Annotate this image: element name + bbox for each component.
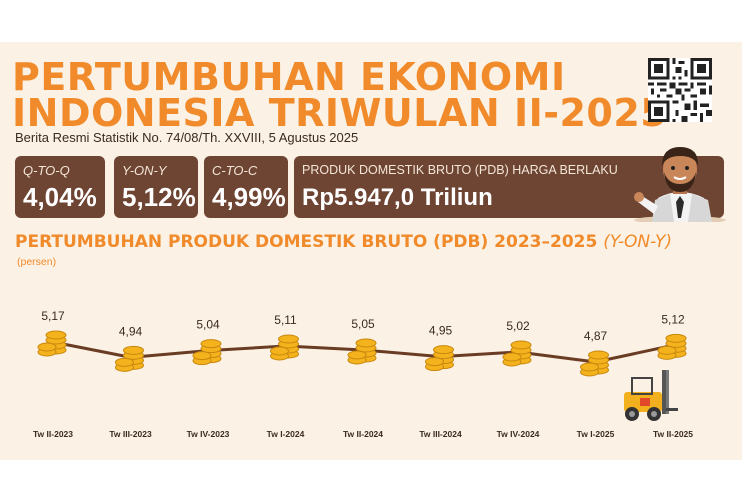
coin-stack-icon — [192, 339, 222, 366]
coin-stack-icon — [502, 340, 532, 367]
infographic-background — [0, 42, 742, 460]
x-tick-label: Tw III-2023 — [109, 429, 152, 439]
y-axis-unit: (persen) — [17, 256, 57, 268]
page-title-line1: PERTUMBUHAN EKONOMI — [12, 55, 566, 99]
ctoc-indicator: C-TO-C 4,99% — [204, 156, 288, 218]
businessman-icon — [634, 147, 726, 222]
data-label: 5,11 — [274, 313, 297, 327]
chart-title-suffix: (Y-ON-Y) — [603, 232, 673, 252]
qtoq-indicator: Q-TO-Q 4,04% — [15, 156, 105, 218]
forklift-icon — [624, 370, 678, 421]
data-label: 5,17 — [41, 309, 65, 323]
x-tick-label: Tw II-2023 — [33, 429, 73, 439]
x-tick-label: Tw I-2025 — [577, 429, 615, 439]
coin-stack-icon — [270, 334, 299, 361]
coin-stack-icon — [115, 345, 144, 372]
qtoq-value: 4,04% — [23, 182, 97, 212]
coin-stack-icon — [347, 338, 377, 365]
yoy-indicator: Y-ON-Y 5,12% — [114, 156, 198, 218]
data-label: 5,05 — [351, 317, 375, 331]
pdb-value: Rp5.947,0 Triliun — [302, 184, 493, 211]
chart-title-text: PERTUMBUHAN PRODUK DOMESTIK BRUTO (PDB) … — [15, 232, 598, 252]
qtoq-label: Q-TO-Q — [23, 163, 70, 178]
data-label: 4,87 — [584, 329, 608, 343]
coin-stack-icon — [580, 350, 609, 377]
x-tick-label: Tw IV-2023 — [187, 429, 230, 439]
yoy-label: Y-ON-Y — [122, 163, 167, 178]
data-label: 5,02 — [506, 319, 530, 333]
coin-stack-icon — [37, 330, 67, 357]
x-tick-label: Tw I-2024 — [267, 429, 305, 439]
ctoc-label: C-TO-C — [212, 163, 258, 178]
yoy-value: 5,12% — [122, 182, 196, 212]
chart-title: PERTUMBUHAN PRODUK DOMESTIK BRUTO (PDB) … — [15, 232, 672, 252]
pdb-label: PRODUK DOMESTIK BRUTO (PDB) HARGA BERLAK… — [302, 163, 618, 177]
qr-code-icon — [648, 58, 712, 122]
coin-stack-icon — [657, 333, 687, 360]
x-tick-label: Tw IV-2024 — [497, 429, 540, 439]
coin-stack-icon — [425, 345, 454, 372]
x-tick-label: Tw II-2024 — [343, 429, 383, 439]
data-label: 5,04 — [196, 318, 220, 332]
data-label: 5,12 — [661, 312, 685, 326]
data-label: 4,95 — [429, 324, 453, 338]
ctoc-value: 4,99% — [212, 182, 286, 212]
page-title-line2: INDONESIA TRIWULAN II-2025 — [12, 91, 668, 135]
x-tick-label: Tw III-2024 — [419, 429, 462, 439]
data-label: 4,94 — [119, 324, 143, 338]
x-tick-label: Tw II-2025 — [653, 429, 693, 439]
page-subtitle: Berita Resmi Statistik No. 74/08/Th. XXV… — [15, 130, 359, 145]
